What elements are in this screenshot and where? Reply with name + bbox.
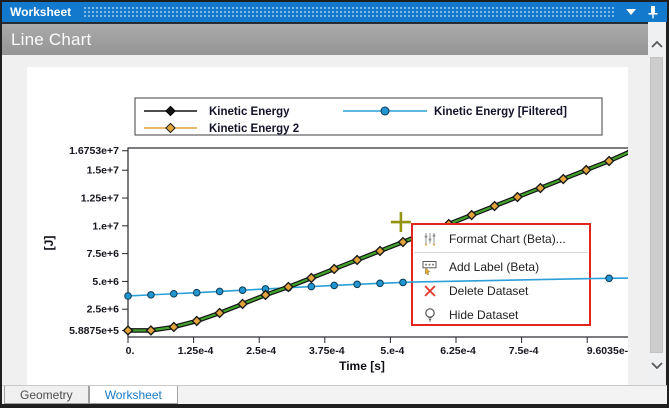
tab-label: Geometry	[20, 387, 73, 402]
tab-geometry[interactable]: Geometry	[4, 386, 89, 404]
menu-item-label: Delete Dataset	[449, 284, 529, 298]
svg-text:0.: 0.	[126, 345, 135, 357]
svg-text:2.5e+6: 2.5e+6	[87, 304, 120, 316]
svg-text:7.5e-4: 7.5e-4	[509, 345, 539, 357]
titlebar: Worksheet	[2, 2, 667, 22]
svg-text:5.8875e+5: 5.8875e+5	[69, 325, 119, 337]
menu-item-label: Hide Dataset	[449, 308, 519, 322]
menu-item-hide-dataset[interactable]: Hide Dataset	[413, 303, 589, 327]
panel-header: Line Chart	[2, 22, 648, 55]
svg-text:5.e-4: 5.e-4	[380, 345, 404, 357]
line-chart-canvas[interactable]: 5.8875e+5 2.5e+6 5.e+6 7.5e+6 1.e+7 1.25e+7 1.…	[27, 67, 628, 385]
titlebar-drag-texture[interactable]	[83, 6, 614, 18]
vertical-scrollbar[interactable]	[648, 22, 666, 385]
tab-bar: Geometry Worksheet	[2, 385, 667, 404]
hide-icon	[420, 307, 440, 323]
svg-text:7.5e+6: 7.5e+6	[87, 248, 120, 260]
menu-item-delete-dataset[interactable]: Delete Dataset	[413, 279, 589, 303]
scroll-down-icon[interactable]	[648, 357, 666, 373]
tab-label: Worksheet	[104, 387, 162, 402]
svg-text:Time [s]: Time [s]	[339, 359, 385, 373]
svg-text:9.6035e-4: 9.6035e-4	[587, 345, 628, 357]
menu-item-label: Add Label (Beta)	[449, 260, 540, 274]
window-title: Worksheet	[10, 5, 72, 19]
svg-text:Kinetic Energy 2: Kinetic Energy 2	[209, 123, 299, 135]
scroll-up-icon[interactable]	[648, 36, 666, 52]
delete-icon	[420, 283, 440, 299]
svg-text:1.6753e+7: 1.6753e+7	[69, 145, 119, 157]
svg-text:[J]: [J]	[42, 236, 56, 251]
tab-worksheet[interactable]: Worksheet	[88, 386, 178, 404]
pin-icon[interactable]	[647, 5, 659, 19]
scrollbar-thumb[interactable]	[650, 57, 663, 353]
add-label-icon	[420, 259, 440, 275]
menu-item-label: Format Chart (Beta)...	[449, 232, 566, 246]
svg-text:1.e+7: 1.e+7	[92, 220, 119, 232]
svg-text:3.75e-4: 3.75e-4	[309, 345, 345, 357]
svg-text:1.25e+7: 1.25e+7	[81, 193, 119, 205]
svg-text:Kinetic Energy [Filtered]: Kinetic Energy [Filtered]	[434, 106, 567, 118]
menu-item-format-chart[interactable]: Format Chart (Beta)...	[413, 227, 589, 251]
svg-text:1.5e+7: 1.5e+7	[87, 165, 120, 177]
svg-text:6.25e-4: 6.25e-4	[440, 345, 476, 357]
page-title: Line Chart	[11, 29, 92, 49]
svg-text:5.e+6: 5.e+6	[92, 276, 119, 288]
menu-item-add-label[interactable]: Add Label (Beta)	[413, 255, 589, 279]
svg-text:Kinetic Energy: Kinetic Energy	[209, 106, 290, 118]
chart-panel: 5.8875e+5 2.5e+6 5.e+6 7.5e+6 1.e+7 1.25e+7 1.…	[27, 67, 628, 385]
context-menu: Format Chart (Beta)... Add Label (Beta) …	[411, 223, 591, 326]
svg-text:1.25e-4: 1.25e-4	[178, 345, 214, 357]
svg-text:2.5e-4: 2.5e-4	[246, 345, 276, 357]
menu-separator	[414, 252, 588, 253]
format-chart-icon	[420, 231, 440, 247]
chevron-down-icon[interactable]	[626, 9, 636, 15]
